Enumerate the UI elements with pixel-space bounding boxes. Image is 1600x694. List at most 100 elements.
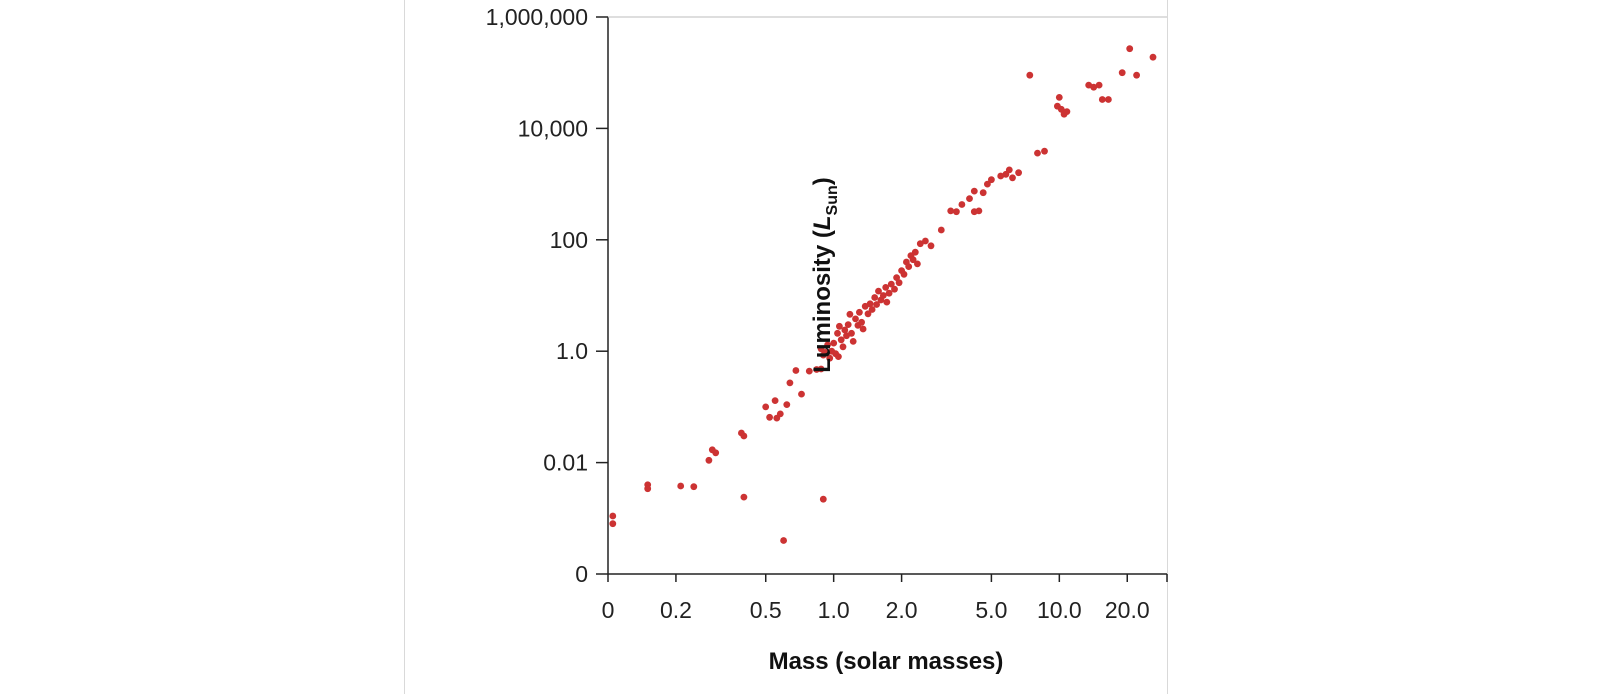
x-tick-label: 20.0 [1105,597,1150,623]
data-point [644,485,652,493]
data-point [834,329,841,337]
y-tick-label: 0 [575,561,588,587]
data-point [776,410,784,418]
data-point [900,270,908,278]
chart-figure: 0 0.01 1.0 100 10,000 1,000,000 0 0.2 0.5 1.0 2.0… [404,0,1168,694]
data-point [975,207,983,215]
data-points [609,45,1157,544]
data-point [979,189,987,197]
data-point [916,240,924,248]
data-point [1105,96,1112,103]
data-point [1055,94,1063,101]
data-point [1026,71,1034,79]
x-tick-label: 0.2 [660,597,692,623]
data-point [891,285,898,293]
data-point [909,256,917,264]
data-point [970,187,978,195]
y-tick-label: 10,000 [518,115,588,141]
y-axis-ticks: 0 0.01 1.0 100 10,000 1,000,000 [486,4,608,587]
data-point [958,201,966,208]
data-point [848,329,855,337]
data-point [873,301,880,308]
y-tick-label: 0.01 [543,450,588,476]
data-point [988,176,995,184]
y-tick-label: 1.0 [556,338,588,364]
data-point [1095,81,1103,89]
data-point [966,195,973,203]
data-point [893,274,900,281]
data-point [839,343,847,351]
data-point [864,310,872,318]
data-point [1041,147,1048,155]
plot-frame [607,16,1168,582]
x-axis-title: Mass (solar masses) [769,648,1004,675]
data-point [879,292,887,299]
data-point [1149,53,1157,61]
y-axis-title: Luminosity (LSun) [809,177,841,373]
data-point [830,339,838,347]
y-axis-title-main: Luminosity ( [809,230,836,373]
data-point [805,367,813,375]
data-point [824,341,831,349]
x-tick-label: 10.0 [1037,597,1082,623]
data-point [922,237,929,245]
data-point [1009,174,1016,182]
data-point [677,482,685,490]
data-point [780,537,787,544]
data-point [609,520,617,528]
data-point [1133,71,1140,79]
data-point [846,310,854,318]
data-point [1015,169,1022,177]
data-point [712,449,720,457]
data-point [1005,166,1013,174]
chart-svg: 0 0.01 1.0 100 10,000 1,000,000 0 0.2 0.5 1.0 2.0… [486,4,1168,675]
data-point [1118,69,1126,77]
data-point [984,180,991,188]
data-point [1098,96,1106,103]
data-point [762,403,770,411]
data-point [895,279,903,287]
data-point [856,308,863,316]
data-point [911,248,919,256]
data-point [883,298,891,306]
data-point [783,401,791,408]
data-point [882,284,890,291]
data-point [609,512,617,520]
data-point [740,432,748,440]
x-tick-label: 0.5 [750,597,782,623]
data-point [740,493,748,501]
data-point [914,260,921,268]
data-point [859,325,867,333]
data-point [1126,45,1134,53]
data-point [1034,149,1041,157]
data-point [771,397,779,404]
data-point [849,338,857,345]
data-point [844,321,852,328]
data-point [875,287,882,295]
x-tick-label: 5.0 [975,597,1007,623]
x-axis-ticks: 0 0.2 0.5 1.0 2.0 5.0 10.0 20.0 [602,574,1150,623]
data-point [871,294,879,301]
data-point [786,379,794,387]
data-point [887,280,895,288]
data-point [766,413,773,421]
x-tick-label: 0 [602,597,615,623]
data-point [927,242,935,250]
data-point [817,365,825,373]
y-tick-label: 100 [550,227,588,253]
data-point [885,289,893,297]
data-point [852,315,859,323]
data-point [997,172,1005,180]
data-point [868,306,876,313]
data-point [953,208,960,216]
data-point [947,207,955,215]
data-point [1063,108,1071,115]
data-point [836,322,843,330]
y-axis-title-subscript: Sun [824,185,841,215]
data-point [841,326,849,334]
y-tick-label: 1,000,000 [486,4,588,30]
data-point [837,336,845,344]
data-point [690,483,698,491]
data-point [819,495,827,503]
data-point [937,226,945,234]
